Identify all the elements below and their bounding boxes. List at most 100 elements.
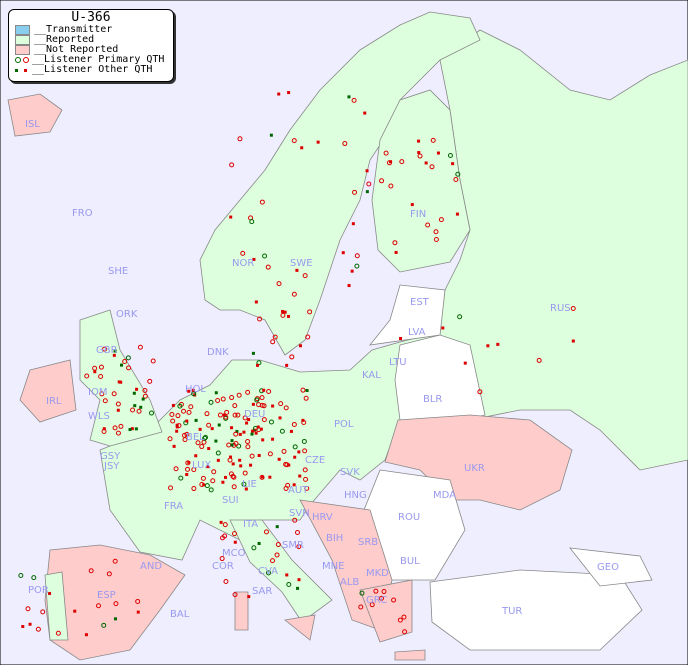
- listener-other-qth: [247, 595, 251, 599]
- listener-primary-qth: [379, 178, 385, 184]
- listener-primary-qth: [208, 399, 214, 405]
- listener-other-qth: [102, 427, 106, 431]
- listener-primary-qth: [272, 334, 278, 340]
- country-label-ltu: LTU: [389, 357, 407, 368]
- listener-primary-qth: [300, 387, 306, 393]
- listener-primary-qth: [200, 475, 206, 481]
- listener-other-qth: [297, 578, 301, 582]
- country-label-mkd: MKD: [366, 568, 389, 579]
- listener-other-qth: [271, 437, 275, 441]
- listener-other-qth: [298, 344, 302, 348]
- listener-primary-qth: [233, 431, 239, 437]
- listener-primary-qth: [229, 395, 235, 401]
- listener-other-qth: [347, 284, 351, 288]
- listener-primary-qth: [208, 487, 214, 493]
- not-reported-swatch: [15, 45, 30, 55]
- listener-other-qth: [292, 483, 296, 487]
- listener-other-qth: [424, 161, 428, 165]
- listener-primary-qth: [101, 622, 107, 628]
- listener-primary-qth: [181, 408, 187, 414]
- listener-primary-qth: [191, 486, 197, 492]
- listener-primary-qth: [477, 389, 483, 395]
- listener-primary-qth: [296, 544, 302, 550]
- listener-primary-qth: [185, 466, 191, 472]
- country-baltics: [369, 284, 446, 346]
- listener-primary-qth: [150, 358, 156, 364]
- country-label-irl: IRL: [46, 396, 62, 407]
- primary-qth-icon: [15, 57, 29, 63]
- listener-primary-qth: [168, 485, 174, 491]
- listener-primary-qth: [256, 427, 262, 433]
- listener-primary-qth: [276, 281, 282, 287]
- country-sicily: [284, 614, 316, 641]
- listener-primary-qth: [98, 364, 104, 370]
- listener-primary-qth: [206, 422, 212, 428]
- country-label-dnk: DNK: [207, 347, 229, 358]
- country-finland: [371, 89, 471, 273]
- legend-label: __Listener Other QTH: [32, 64, 153, 75]
- listener-other-qth: [486, 344, 490, 348]
- listener-other-qth: [245, 421, 249, 425]
- listener-primary-qth: [302, 467, 308, 473]
- listener-primary-qth: [259, 199, 265, 205]
- country-britain: [79, 309, 163, 447]
- listener-other-qth: [305, 389, 309, 393]
- country-label-lie: LIE: [242, 479, 257, 490]
- listener-other-qth: [410, 203, 414, 207]
- listener-primary-qth: [112, 425, 118, 431]
- listener-primary-qth: [249, 453, 255, 459]
- listener-primary-qth: [55, 630, 61, 636]
- listener-primary-qth: [305, 334, 311, 340]
- listener-other-qth: [260, 475, 264, 479]
- listener-other-qth: [271, 404, 275, 408]
- listener-other-qth: [259, 427, 263, 431]
- listener-primary-qth: [231, 484, 237, 490]
- listener-other-qth: [194, 454, 198, 458]
- country-label-sar: SAR: [252, 586, 272, 597]
- listener-primary-qth: [99, 391, 105, 397]
- country-label-rou: ROU: [398, 512, 420, 523]
- listener-primary-qth: [270, 339, 276, 345]
- listener-primary-qth: [245, 439, 251, 445]
- listener-other-qth: [249, 463, 253, 467]
- listener-other-qth: [136, 610, 140, 614]
- listener-other-qth: [255, 363, 259, 367]
- listener-other-qth: [135, 387, 139, 391]
- listener-other-qth: [277, 92, 281, 96]
- listener-other-qth: [21, 624, 25, 628]
- country-sardinia: [234, 591, 249, 631]
- country-label-gsy: GSY: [100, 451, 121, 462]
- listener-other-qth: [206, 465, 210, 469]
- listener-primary-qth: [215, 450, 221, 456]
- listener-primary-qth: [232, 531, 238, 537]
- country-label-fin: FIN: [410, 209, 426, 220]
- listener-primary-qth: [84, 373, 90, 379]
- listener-primary-qth: [227, 457, 233, 463]
- country-label-swe: SWE: [290, 258, 313, 269]
- country-label-rus: RUS: [550, 303, 571, 314]
- country-label-ita: ITA: [243, 519, 258, 530]
- listener-primary-qth: [177, 403, 183, 409]
- listener-primary-qth: [402, 629, 408, 635]
- listener-other-qth: [316, 140, 320, 144]
- listener-other-qth: [185, 473, 189, 477]
- listener-other-qth: [84, 633, 88, 637]
- listener-other-qth: [114, 617, 118, 621]
- listener-other-qth: [141, 397, 145, 401]
- listener-other-qth: [216, 458, 220, 462]
- country-label-kal: KAL: [362, 370, 381, 381]
- country-turkey: [429, 569, 643, 651]
- listener-other-qth: [417, 139, 421, 143]
- listener-primary-qth: [232, 592, 238, 598]
- listener-other-qth: [285, 363, 289, 367]
- listener-primary-qth: [169, 412, 175, 418]
- listener-primary-qth: [137, 344, 143, 350]
- country-label-cor: COR: [212, 561, 234, 572]
- country-label-blr: BLR: [423, 394, 442, 405]
- country-crete: [394, 649, 426, 661]
- listener-other-qth: [187, 460, 191, 464]
- country-label-svn: SVN: [289, 508, 310, 519]
- listener-other-qth: [230, 443, 234, 447]
- listener-other-qth: [235, 429, 239, 433]
- listener-primary-qth: [147, 378, 153, 384]
